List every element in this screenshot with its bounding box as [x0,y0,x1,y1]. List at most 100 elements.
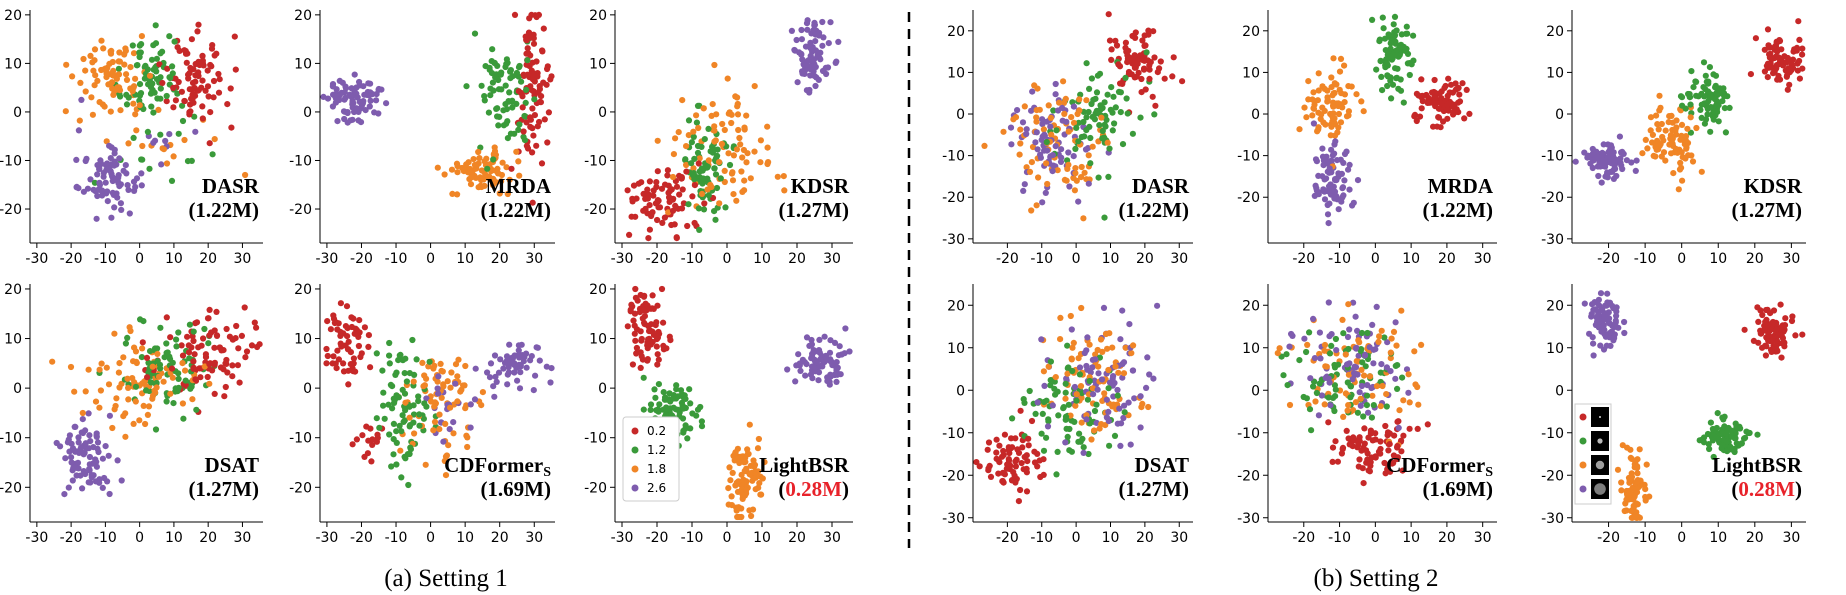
point-sigma-1_8 [467,181,475,188]
point-sigma-2_6 [1599,149,1606,156]
point-sigma-2_6 [371,109,378,116]
point-sigma-2_6 [1063,118,1070,125]
point-sigma-1_8 [410,378,417,385]
point-sigma-1_8 [746,421,753,428]
y-tick-label: 10 [1546,65,1564,81]
point-sigma-2_6 [1605,148,1612,155]
point-sigma-1_2 [1706,445,1713,453]
point-sigma-1_2 [157,131,164,138]
point-sigma-2_6 [1058,146,1065,153]
x-tick-label: 10 [1402,530,1420,546]
point-sigma-1_8 [700,105,707,112]
point-sigma-1_2 [152,345,159,352]
point-sigma-1_8 [1668,150,1675,157]
point-sigma-1_8 [1115,369,1122,376]
point-sigma-0_2 [1431,76,1438,84]
point-sigma-1_8 [1628,507,1635,514]
point-sigma-1_8 [1342,351,1349,358]
point-sigma-2_6 [1618,162,1625,169]
point-sigma-1_2 [169,70,176,77]
point-sigma-1_8 [1358,366,1365,373]
point-sigma-0_2 [223,325,230,333]
point-sigma-1_2 [1715,118,1722,125]
point-sigma-1_2 [670,392,677,399]
point-sigma-0_2 [683,168,690,175]
point-sigma-1_2 [1410,32,1417,39]
point-sigma-1_2 [1693,78,1700,85]
point-sigma-0_2 [1384,466,1391,473]
x-tick-label: 20 [1438,251,1456,267]
point-sigma-2_6 [1029,88,1036,95]
y-tick-label: -20 [289,202,312,218]
point-sigma-2_6 [333,86,340,93]
legend-marker [1579,485,1587,493]
point-sigma-2_6 [124,182,131,189]
point-sigma-2_6 [1090,391,1097,398]
point-sigma-0_2 [524,71,531,78]
point-sigma-2_6 [1052,80,1059,88]
point-sigma-1_8 [1658,120,1665,128]
param-count: (1.22M) [1422,198,1493,222]
point-sigma-0_2 [228,124,235,131]
point-sigma-2_6 [62,455,69,462]
y-tick-label: -20 [1237,190,1260,206]
point-sigma-1_8 [1312,398,1319,405]
y-tick-label: 0 [1555,383,1564,399]
point-sigma-2_6 [106,490,113,498]
point-sigma-0_2 [356,317,363,324]
point-sigma-1_2 [663,404,670,411]
point-sigma-2_6 [72,423,79,430]
point-sigma-0_2 [1762,352,1769,359]
point-sigma-0_2 [1024,458,1031,465]
point-sigma-1_8 [152,389,159,396]
point-sigma-1_8 [1379,382,1386,390]
point-sigma-0_2 [1455,84,1462,92]
point-sigma-0_2 [1372,453,1379,460]
point-sigma-2_6 [423,395,430,402]
point-sigma-1_8 [431,362,438,369]
point-sigma-1_2 [707,148,714,155]
point-sigma-1_2 [124,334,131,341]
y-tick-label: 10 [589,332,607,348]
point-sigma-2_6 [1052,143,1059,150]
point-sigma-2_6 [827,337,834,344]
point-sigma-2_6 [1357,402,1364,409]
point-sigma-1_8 [1060,78,1067,85]
point-sigma-1_2 [506,89,513,96]
point-sigma-1_8 [420,383,427,390]
point-sigma-2_6 [342,85,350,92]
point-sigma-1_8 [462,362,469,370]
point-sigma-0_2 [993,449,1000,456]
point-sigma-0_2 [206,306,213,313]
point-sigma-1_8 [124,375,131,382]
point-sigma-0_2 [1012,458,1019,465]
point-sigma-1_8 [1634,478,1641,485]
point-sigma-0_2 [654,302,661,309]
point-sigma-0_2 [535,11,543,18]
point-sigma-1_2 [400,418,407,425]
point-sigma-1_2 [1105,173,1112,180]
point-sigma-1_2 [186,321,193,328]
point-sigma-0_2 [204,373,211,381]
point-sigma-2_6 [492,373,499,380]
point-sigma-0_2 [1770,307,1778,314]
point-sigma-2_6 [1595,172,1602,180]
point-sigma-1_2 [509,104,516,111]
point-sigma-0_2 [1325,419,1332,426]
point-sigma-2_6 [547,379,554,386]
point-sigma-1_8 [764,123,771,130]
point-sigma-1_8 [434,164,441,171]
point-sigma-1_2 [1746,429,1753,437]
point-sigma-1_2 [170,400,177,407]
point-sigma-1_8 [96,404,103,411]
point-sigma-1_2 [410,402,417,409]
point-sigma-1_8 [1344,407,1351,414]
method-name: MRDA [486,174,552,198]
point-sigma-1_8 [1345,402,1352,409]
y-tick-label: 20 [4,282,22,298]
point-sigma-0_2 [667,337,674,344]
point-sigma-1_2 [502,82,509,89]
point-sigma-2_6 [452,380,459,387]
point-sigma-0_2 [367,425,374,432]
point-sigma-2_6 [784,366,791,373]
